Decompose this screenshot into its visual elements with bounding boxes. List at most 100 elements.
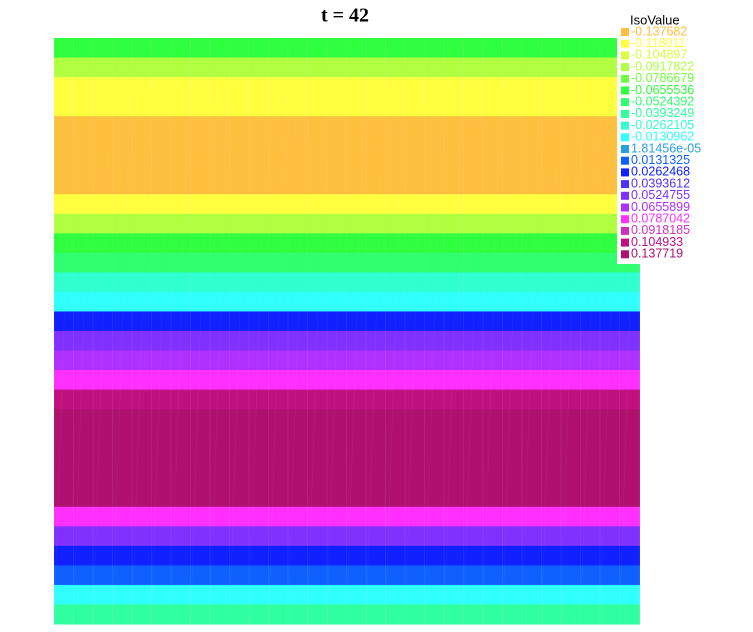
legend-label: -0.0262105 — [631, 118, 694, 132]
field-band — [54, 77, 640, 98]
field-band — [54, 487, 640, 508]
field-band — [54, 545, 640, 566]
chart-title: t = 42 — [321, 5, 369, 27]
legend-swatch — [621, 121, 629, 130]
legend-swatch — [621, 250, 629, 259]
mesh-line — [424, 37, 445, 625]
mesh-line — [151, 37, 172, 625]
legend-label: 0.0787042 — [631, 211, 690, 225]
legend-swatch — [621, 203, 629, 212]
field-band — [54, 38, 640, 59]
field-band — [54, 57, 640, 78]
legend-swatch — [621, 180, 629, 189]
field-band — [54, 389, 640, 410]
mesh-line — [463, 37, 484, 625]
field-band — [54, 409, 640, 430]
legend-swatch — [621, 109, 629, 118]
field-band — [54, 116, 640, 137]
legend-label: -0.0393249 — [631, 106, 694, 120]
field-band — [54, 526, 640, 547]
field-band — [54, 213, 640, 234]
mesh-line — [112, 37, 133, 625]
legend-swatch — [621, 133, 629, 142]
legend-label: -0.0655536 — [631, 83, 694, 97]
legend-label: 0.104933 — [631, 235, 683, 249]
mesh-line — [385, 37, 406, 625]
field-band — [54, 155, 640, 176]
legend-swatch — [621, 39, 629, 48]
mesh-line — [73, 37, 94, 625]
legend-title: IsoValue — [630, 12, 680, 27]
mesh-line — [287, 37, 308, 625]
legend-swatch — [621, 215, 629, 224]
mesh-line — [580, 37, 601, 625]
legend-swatch — [621, 74, 629, 83]
mesh-line — [502, 37, 523, 625]
legend-label: 0.0918185 — [631, 223, 690, 237]
field-band — [54, 506, 640, 527]
mesh-line — [190, 37, 211, 625]
legend-swatch — [621, 28, 629, 36]
legend-label: 0.0393612 — [631, 176, 690, 190]
legend-label: 0.0524755 — [631, 188, 690, 202]
field-band — [54, 311, 640, 332]
field-band — [54, 194, 640, 215]
field-band — [54, 272, 640, 293]
field-band — [54, 604, 640, 625]
legend-label: 0.0655899 — [631, 200, 690, 214]
mesh-line — [482, 37, 503, 625]
legend-label: -0.0130962 — [631, 130, 694, 144]
mesh-line — [92, 37, 113, 625]
field-band — [54, 96, 640, 117]
legend-label: 1.81456e-05 — [631, 141, 701, 155]
field-band — [54, 252, 640, 273]
mesh-line — [268, 37, 289, 625]
legend-swatch — [621, 191, 629, 200]
field-band — [54, 467, 640, 488]
field-band — [54, 331, 640, 352]
field-band — [54, 428, 640, 449]
legend-label: -0.137682 — [631, 24, 687, 38]
legend-label: 0.0262468 — [631, 165, 690, 179]
mesh-line — [326, 37, 347, 625]
field-band — [54, 565, 640, 586]
mesh-line — [131, 37, 152, 625]
mesh-line — [170, 37, 191, 625]
legend-swatch — [621, 51, 629, 60]
mesh-line — [229, 37, 250, 625]
mesh-line — [209, 37, 230, 625]
legend-swatch — [621, 226, 629, 235]
field-band — [54, 291, 640, 312]
mesh-line — [599, 37, 620, 625]
mesh-line — [443, 37, 464, 625]
field-band — [54, 370, 640, 391]
mesh-line — [307, 37, 328, 625]
legend-label: -0.104897 — [631, 48, 687, 62]
legend-swatch — [621, 98, 629, 107]
legend: -0.137682-0.118011-0.104897-0.0917822 -0.… — [621, 24, 701, 261]
mesh-line — [404, 37, 425, 625]
legend-swatch — [621, 63, 629, 72]
mesh-line — [53, 37, 74, 625]
legend-swatch — [621, 168, 629, 177]
legend-swatch — [621, 156, 629, 165]
legend-label: -0.0917822 — [631, 59, 694, 73]
field-band — [54, 233, 640, 254]
field-band — [54, 174, 640, 195]
mesh-line — [521, 37, 542, 625]
plot-area — [53, 37, 659, 625]
mesh-line — [560, 37, 581, 625]
field-band — [54, 350, 640, 371]
legend-label: 0.137719 — [631, 247, 683, 261]
legend-swatch — [621, 145, 629, 153]
mesh-line — [248, 37, 269, 625]
mesh-line — [541, 37, 562, 625]
mesh-line — [346, 37, 367, 625]
legend-swatch — [621, 86, 629, 95]
mesh-line — [365, 37, 386, 625]
legend-label: -0.118011 — [631, 36, 685, 50]
field-band — [54, 584, 640, 605]
field-band — [54, 448, 640, 469]
legend-swatch — [621, 238, 629, 247]
